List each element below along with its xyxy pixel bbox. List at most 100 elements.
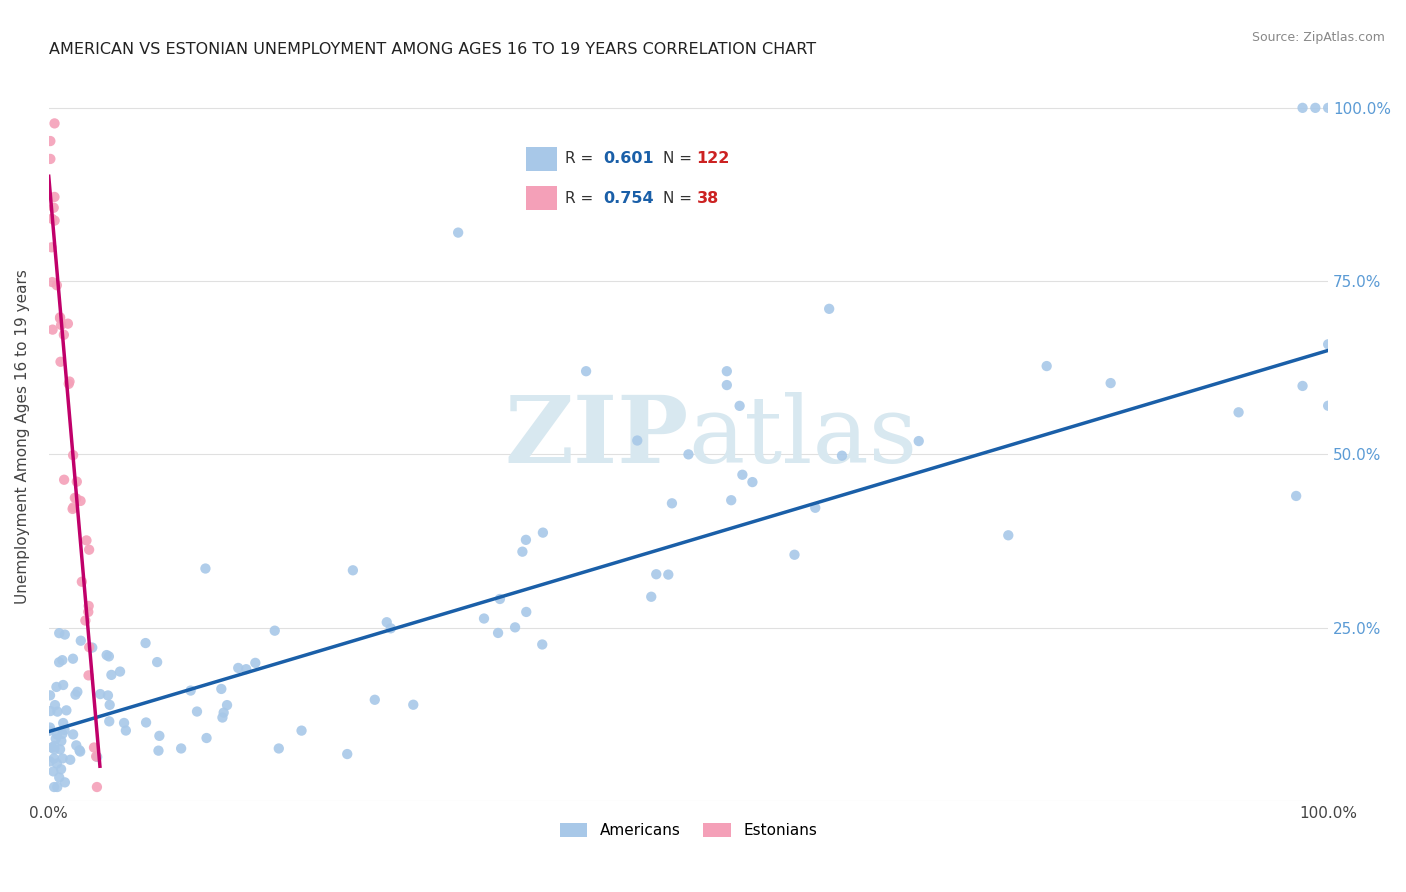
Text: 38: 38: [696, 191, 718, 205]
Point: [75, 614, 97, 628]
Point: [58, 376, 80, 391]
Point: [89, 687, 111, 701]
Point: [1305, 101, 1327, 115]
Point: [49, 355, 72, 369]
Point: [209, 681, 232, 696]
Point: [77, 605, 100, 619]
Text: 0.601: 0.601: [603, 151, 654, 166]
Point: [818, 301, 841, 316]
Point: [112, 716, 135, 731]
Point: [66, 475, 89, 489]
Point: [486, 626, 509, 640]
Point: [77, 599, 100, 613]
Point: [62, 448, 84, 462]
Point: [472, 611, 495, 625]
Point: [148, 729, 170, 743]
Point: [98, 698, 121, 712]
Point: [39, 689, 62, 703]
Point: [77, 668, 100, 682]
Point: [86, 780, 108, 794]
Point: [46, 728, 69, 742]
Point: [97, 649, 120, 664]
Point: [41, 211, 63, 226]
Point: [1285, 489, 1308, 503]
Point: [84, 749, 107, 764]
Point: [51, 653, 73, 667]
Point: [38, 723, 60, 738]
Point: [194, 561, 217, 575]
Point: [100, 668, 122, 682]
Point: [76, 533, 98, 548]
Point: [52, 678, 75, 692]
Point: [170, 741, 193, 756]
Text: R =: R =: [565, 191, 598, 205]
Point: [41, 323, 63, 337]
Point: [997, 528, 1019, 542]
Text: AMERICAN VS ESTONIAN UNEMPLOYMENT AMONG AGES 16 TO 19 YEARS CORRELATION CHART: AMERICAN VS ESTONIAN UNEMPLOYMENT AMONG …: [49, 42, 815, 57]
Point: [51, 734, 73, 748]
Point: [44, 739, 66, 753]
Point: [195, 731, 218, 745]
Point: [69, 745, 91, 759]
Point: [41, 740, 63, 755]
Point: [380, 621, 402, 635]
Point: [342, 563, 364, 577]
Point: [39, 134, 62, 148]
Point: [245, 656, 267, 670]
Point: [783, 548, 806, 562]
Point: [42, 201, 65, 215]
Point: [44, 780, 66, 794]
Point: [728, 399, 751, 413]
Point: [65, 739, 87, 753]
Point: [39, 704, 62, 718]
Point: [51, 727, 73, 741]
Point: [215, 698, 238, 712]
Point: [63, 491, 86, 505]
Point: [186, 705, 208, 719]
Point: [626, 434, 648, 448]
Point: [115, 723, 138, 738]
Point: [720, 493, 742, 508]
Point: [48, 655, 70, 669]
Point: [515, 533, 537, 547]
Point: [211, 710, 233, 724]
Point: [831, 449, 853, 463]
Point: [62, 651, 84, 665]
Point: [98, 714, 121, 729]
Point: [447, 226, 470, 240]
Text: N =: N =: [662, 151, 697, 166]
Point: [678, 447, 700, 461]
Point: [716, 378, 738, 392]
Point: [65, 491, 87, 506]
Point: [49, 762, 72, 776]
Text: 0.754: 0.754: [603, 191, 654, 205]
Point: [96, 648, 118, 662]
Point: [503, 620, 526, 634]
Point: [531, 638, 554, 652]
Text: R =: R =: [565, 151, 598, 166]
Point: [52, 716, 75, 731]
Point: [267, 741, 290, 756]
Point: [69, 743, 91, 757]
Point: [531, 525, 554, 540]
Point: [135, 715, 157, 730]
Point: [52, 327, 75, 342]
Point: [41, 275, 63, 289]
Point: [69, 494, 91, 508]
Point: [489, 591, 512, 606]
Point: [44, 213, 66, 227]
Point: [1291, 101, 1313, 115]
Point: [804, 500, 827, 515]
Point: [515, 605, 537, 619]
Point: [77, 542, 100, 557]
Point: [180, 683, 202, 698]
Point: [640, 590, 662, 604]
Point: [53, 775, 76, 789]
Point: [716, 364, 738, 378]
Point: [108, 665, 131, 679]
Point: [69, 633, 91, 648]
FancyBboxPatch shape: [526, 186, 557, 211]
Point: [1291, 379, 1313, 393]
Point: [82, 640, 104, 655]
Y-axis label: Unemployment Among Ages 16 to 19 years: Unemployment Among Ages 16 to 19 years: [15, 269, 30, 605]
